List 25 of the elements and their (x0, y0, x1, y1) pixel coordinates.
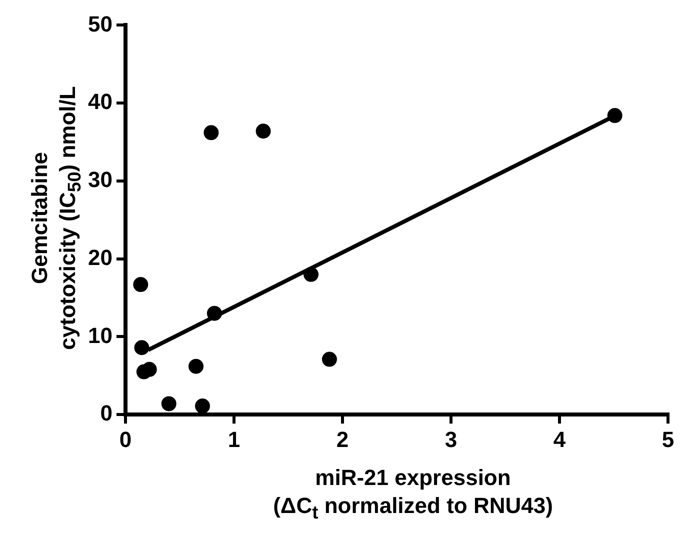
x-tick-label: 2 (336, 426, 349, 452)
point (204, 125, 219, 140)
x-tick-label: 5 (662, 426, 674, 452)
x-tick-label: 1 (228, 426, 240, 452)
y-tick-label: 30 (88, 167, 112, 192)
x-tick-label: 0 (119, 426, 132, 452)
point (188, 358, 204, 374)
point (195, 398, 210, 414)
point (607, 108, 622, 124)
point (304, 266, 319, 282)
point (133, 277, 148, 292)
point (256, 124, 271, 139)
y-tick-label: 0 (100, 400, 112, 426)
y-tick-label: 50 (88, 11, 112, 36)
point (134, 340, 150, 356)
point (322, 352, 337, 367)
point (206, 306, 222, 321)
y-tick-label: 10 (88, 322, 112, 348)
x-tick-label: 3 (444, 426, 458, 452)
point (142, 362, 157, 377)
x-tick-label: 4 (553, 426, 566, 452)
y-tick-label: 40 (88, 89, 112, 114)
x-axis-title: miR-21 expression (ΔC$_{t}$ normalized to RNU43) (272, 464, 554, 524)
y-tick-label: 20 (88, 244, 112, 270)
point (161, 396, 176, 412)
